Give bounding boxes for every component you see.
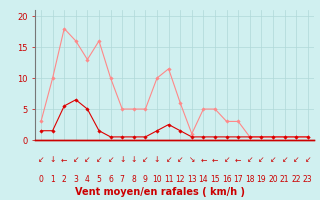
Text: ↓: ↓ xyxy=(154,156,160,164)
Text: ↓: ↓ xyxy=(131,156,137,164)
Text: ↙: ↙ xyxy=(108,156,114,164)
Text: ↓: ↓ xyxy=(119,156,125,164)
Text: 5: 5 xyxy=(97,176,101,184)
Text: 9: 9 xyxy=(143,176,148,184)
Text: 10: 10 xyxy=(152,176,162,184)
Text: ↙: ↙ xyxy=(38,156,44,164)
Text: ↙: ↙ xyxy=(305,156,311,164)
Text: ↓: ↓ xyxy=(49,156,56,164)
Text: 23: 23 xyxy=(303,176,313,184)
Text: 11: 11 xyxy=(164,176,173,184)
Text: ↘: ↘ xyxy=(188,156,195,164)
Text: 15: 15 xyxy=(210,176,220,184)
Text: Vent moyen/en rafales ( km/h ): Vent moyen/en rafales ( km/h ) xyxy=(75,187,245,197)
Text: 12: 12 xyxy=(175,176,185,184)
Text: 13: 13 xyxy=(187,176,196,184)
Text: 3: 3 xyxy=(73,176,78,184)
Text: ↙: ↙ xyxy=(177,156,183,164)
Text: 17: 17 xyxy=(233,176,243,184)
Text: 2: 2 xyxy=(62,176,67,184)
Text: ↙: ↙ xyxy=(84,156,91,164)
Text: 18: 18 xyxy=(245,176,254,184)
Text: 1: 1 xyxy=(50,176,55,184)
Text: ↙: ↙ xyxy=(165,156,172,164)
Text: ↙: ↙ xyxy=(247,156,253,164)
Text: ↙: ↙ xyxy=(96,156,102,164)
Text: 20: 20 xyxy=(268,176,278,184)
Text: ↙: ↙ xyxy=(270,156,276,164)
Text: 7: 7 xyxy=(120,176,124,184)
Text: ←: ← xyxy=(200,156,207,164)
Text: 22: 22 xyxy=(292,176,301,184)
Text: 8: 8 xyxy=(132,176,136,184)
Text: 0: 0 xyxy=(39,176,44,184)
Text: ←: ← xyxy=(235,156,241,164)
Text: 14: 14 xyxy=(199,176,208,184)
Text: ↙: ↙ xyxy=(258,156,265,164)
Text: 16: 16 xyxy=(222,176,231,184)
Text: ←: ← xyxy=(61,156,68,164)
Text: 21: 21 xyxy=(280,176,289,184)
Text: ↙: ↙ xyxy=(142,156,148,164)
Text: 4: 4 xyxy=(85,176,90,184)
Text: 6: 6 xyxy=(108,176,113,184)
Text: ↙: ↙ xyxy=(73,156,79,164)
Text: ←: ← xyxy=(212,156,218,164)
Text: ↙: ↙ xyxy=(293,156,300,164)
Text: ↙: ↙ xyxy=(223,156,230,164)
Text: ↙: ↙ xyxy=(281,156,288,164)
Text: 19: 19 xyxy=(257,176,266,184)
